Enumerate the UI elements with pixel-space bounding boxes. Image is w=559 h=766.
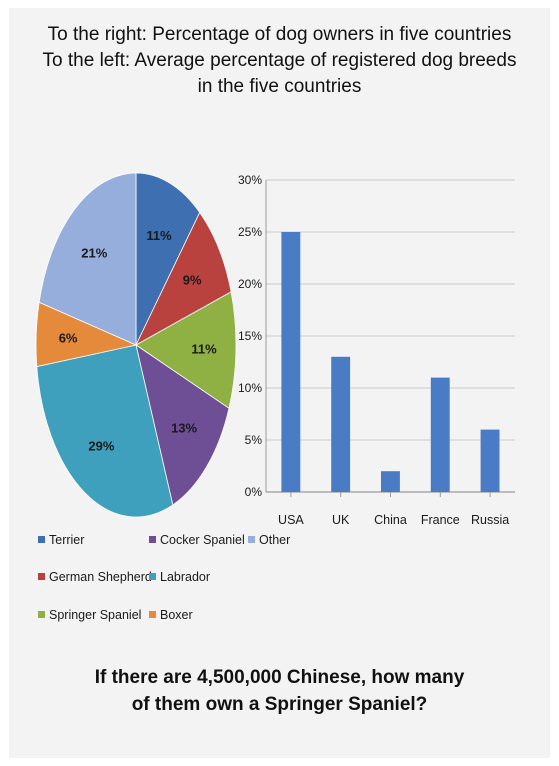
legend-swatch-terrier bbox=[38, 536, 45, 543]
bar-france bbox=[430, 377, 450, 492]
legend-label-springer-spaniel: Springer Spaniel bbox=[49, 608, 141, 622]
y-tick-label: 25% bbox=[238, 225, 262, 239]
pie-slice-labrador bbox=[36, 344, 174, 518]
bar-usa bbox=[281, 232, 301, 492]
x-tick-label-france: France bbox=[421, 513, 460, 527]
bar-china bbox=[381, 471, 400, 492]
bar-chart: 0% 5% 10% 15% 20% 25% 30% USA UK China France Russi… bbox=[238, 173, 515, 527]
y-tick-label: 15% bbox=[238, 329, 262, 343]
legend-label-other: Other bbox=[259, 533, 290, 547]
legend-swatch-springer-spaniel bbox=[38, 611, 45, 618]
pie-label-boxer: 6% bbox=[59, 331, 78, 346]
y-tick-label: 20% bbox=[238, 277, 262, 291]
pie-legend: Terrier Cocker Spaniel Other German Shepher… bbox=[38, 533, 290, 622]
legend-label-german-shepherd: German Shepherd bbox=[49, 570, 152, 584]
legend-label-terrier: Terrier bbox=[49, 533, 84, 547]
pie-slice-german-shepherd bbox=[135, 211, 232, 346]
legend-label-labrador: Labrador bbox=[160, 570, 210, 584]
pie-label-labrador: 29% bbox=[88, 439, 114, 454]
legend-swatch-labrador bbox=[149, 573, 156, 580]
title-line-2: To the left: Average percentage of regis… bbox=[42, 50, 517, 71]
question-text: If there are 4,500,000 Chinese, how many… bbox=[0, 664, 559, 718]
y-tick-label: 30% bbox=[238, 173, 262, 187]
y-tick-label: 10% bbox=[238, 381, 262, 395]
pie-label-cocker-spaniel: 13% bbox=[171, 421, 197, 436]
legend-swatch-boxer bbox=[149, 611, 156, 618]
pie-slice-terrier bbox=[135, 172, 201, 346]
x-tick-label-uk: UK bbox=[332, 513, 350, 527]
x-tick-label-china: China bbox=[374, 513, 407, 527]
pie-slice-springer-spaniel bbox=[135, 291, 237, 409]
legend-label-cocker-spaniel: Cocker Spaniel bbox=[160, 533, 245, 547]
pie-label-springer-spaniel: 11% bbox=[191, 342, 217, 357]
pie-label-other: 21% bbox=[81, 246, 107, 261]
x-tick-label-usa: USA bbox=[278, 513, 304, 527]
pie-slice-cocker-spaniel bbox=[135, 344, 230, 506]
legend-label-boxer: Boxer bbox=[160, 608, 193, 622]
x-tick-label-russia: Russia bbox=[471, 513, 509, 527]
legend-swatch-cocker-spaniel bbox=[149, 536, 156, 543]
title-line-3: in the five countries bbox=[197, 76, 362, 97]
y-tick-label: 0% bbox=[245, 485, 263, 499]
bar-uk bbox=[331, 356, 351, 492]
pie-label-terrier: 11% bbox=[146, 228, 172, 243]
question-line-2: of them own a Springer Spaniel? bbox=[131, 694, 428, 715]
pie-label-german-shepherd: 9% bbox=[183, 272, 202, 287]
pie-slice-other bbox=[38, 172, 137, 346]
question-line-1: If there are 4,500,000 Chinese, how many bbox=[94, 667, 465, 688]
bar-russia bbox=[480, 429, 500, 492]
legend-swatch-other bbox=[248, 536, 255, 543]
legend-swatch-german-shepherd bbox=[38, 573, 45, 580]
y-tick-label: 5% bbox=[245, 433, 263, 447]
title-line-1: To the right: Percentage of dog owners i… bbox=[47, 24, 512, 45]
page-title: To the right: Percentage of dog owners i… bbox=[0, 22, 559, 100]
pie-chart: 11% 9% 11% 13% 29% 6% 21% bbox=[35, 172, 237, 518]
